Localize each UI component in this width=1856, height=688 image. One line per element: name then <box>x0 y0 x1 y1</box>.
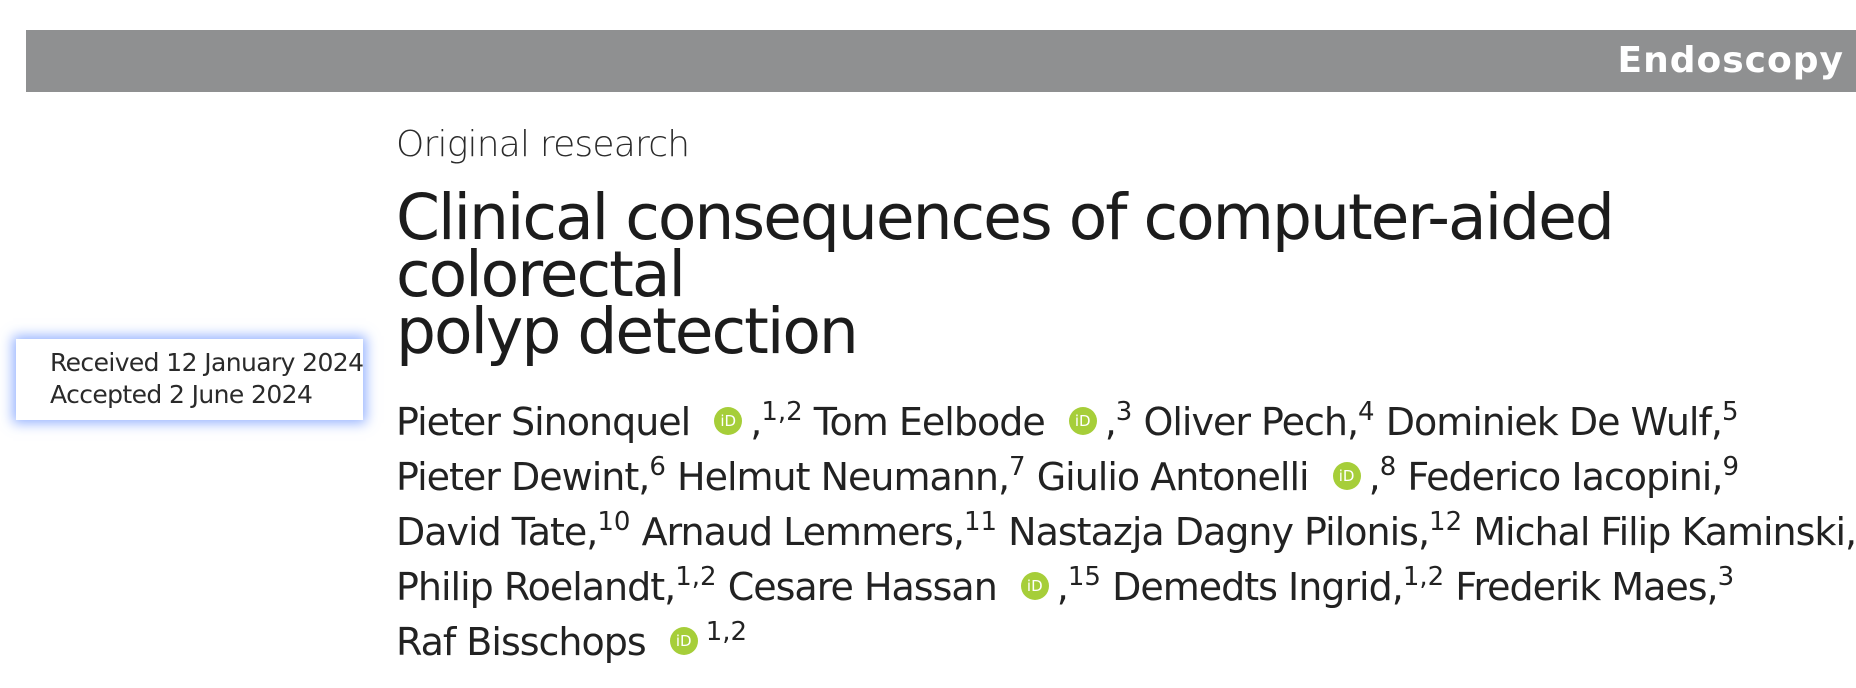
author: Michal Filip Kaminski,13,14 <box>1473 510 1856 554</box>
author: Pieter Dewint,6 <box>396 452 666 499</box>
author-affiliation: 1,2 <box>761 397 803 427</box>
author-name: Arnaud Lemmers <box>641 510 954 554</box>
author-affiliation: 12 <box>1429 507 1463 537</box>
author-name: Federico Iacopini <box>1407 455 1712 499</box>
author: Demedts Ingrid,1,2 <box>1112 562 1445 609</box>
author: Cesare Hassan iD ,15 <box>727 562 1101 609</box>
author: Federico Iacopini,9 <box>1407 452 1739 499</box>
author-name: Demedts Ingrid <box>1112 565 1393 609</box>
author-line: Raf Bisschops iD 1,2 <box>396 615 1846 670</box>
author-name: Michal Filip Kaminski <box>1473 510 1846 554</box>
author-name: David Tate <box>396 510 587 554</box>
author-line: David Tate,10 Arnaud Lemmers,11 Nastazja… <box>396 505 1856 560</box>
journal-header-bar: Endoscopy <box>26 30 1856 92</box>
author-name: Cesare Hassan <box>727 565 998 609</box>
author-name: Frederik Maes <box>1455 565 1707 609</box>
author: Pieter Sinonquel iD ,1,2 <box>396 397 803 444</box>
author-affiliation: 3 <box>1717 562 1735 592</box>
author-name: Pieter Dewint <box>396 455 639 499</box>
author: Giulio Antonelli iD ,8 <box>1036 452 1397 499</box>
author-affiliation: 3 <box>1115 397 1133 427</box>
author-name: Oliver Pech <box>1143 400 1348 444</box>
author-affiliation: 1,2 <box>1402 562 1445 592</box>
author-name: Tom Eelbode <box>813 400 1046 444</box>
author: Philip Roelandt,1,2 <box>396 562 717 609</box>
author-line: Philip Roelandt,1,2 Cesare Hassan iD ,15 D… <box>396 560 1846 615</box>
accepted-date: Accepted 2 June 2024 <box>50 380 313 409</box>
author-name: Philip Roelandt <box>396 565 665 609</box>
article-title: Clinical consequences of computer-aided … <box>396 186 1836 363</box>
author-affiliation: 15 <box>1067 562 1101 592</box>
author-affiliation: 7 <box>1009 452 1026 482</box>
author-line: Pieter Dewint,6 Helmut Neumann,7 Giulio … <box>396 450 1846 505</box>
article-title-line-2: polyp detection <box>396 295 859 368</box>
author-affiliation: 1,2 <box>675 562 717 592</box>
author-affiliation: 1,2 <box>705 617 748 647</box>
author: Raf Bisschops iD 1,2 <box>396 617 748 664</box>
author: Arnaud Lemmers,11 <box>641 507 998 554</box>
orcid-icon[interactable]: iD <box>1332 461 1361 490</box>
article-title-line-1: Clinical consequences of computer-aided … <box>396 181 1615 311</box>
orcid-icon[interactable]: iD <box>1068 406 1097 435</box>
author-name: Pieter Sinonquel <box>396 400 691 444</box>
author-affiliation: 10 <box>597 507 631 537</box>
author-affiliation: 9 <box>1722 452 1739 482</box>
author-affiliation: 5 <box>1721 397 1739 427</box>
author-affiliation: 11 <box>963 507 998 537</box>
author: Dominiek De Wulf,5 <box>1385 397 1739 444</box>
author-affiliation: 8 <box>1379 452 1397 482</box>
article-dates-box: Received 12 January 2024 Accepted 2 June… <box>16 339 364 420</box>
author-list: Pieter Sinonquel iD ,1,2 Tom Eelbode iD ,3 O… <box>396 395 1856 670</box>
author-affiliation: 6 <box>649 452 666 482</box>
article-section-label: Original research <box>396 124 690 165</box>
author-name: Dominiek De Wulf <box>1385 400 1712 444</box>
orcid-icon[interactable]: iD <box>714 406 743 435</box>
author-name: Nastazja Dagny Pilonis <box>1008 510 1419 554</box>
orcid-icon[interactable]: iD <box>669 626 698 655</box>
author: David Tate,10 <box>396 507 631 554</box>
author-line: Pieter Sinonquel iD ,1,2 Tom Eelbode iD ,3 O… <box>396 395 1846 450</box>
author-name: Giulio Antonelli <box>1036 455 1310 499</box>
author: Helmut Neumann,7 <box>677 452 1026 499</box>
author-affiliation: 4 <box>1358 397 1375 427</box>
journal-name: Endoscopy <box>1617 40 1844 81</box>
author: Oliver Pech,4 <box>1143 397 1375 444</box>
author-name: Helmut Neumann <box>677 455 999 499</box>
received-date: Received 12 January 2024 <box>50 348 364 377</box>
author: Nastazja Dagny Pilonis,12 <box>1008 507 1463 554</box>
author-name: Raf Bisschops <box>396 620 647 664</box>
orcid-icon[interactable]: iD <box>1020 571 1049 600</box>
author: Frederik Maes,3 <box>1455 562 1735 609</box>
author: Tom Eelbode iD ,3 <box>813 397 1133 444</box>
